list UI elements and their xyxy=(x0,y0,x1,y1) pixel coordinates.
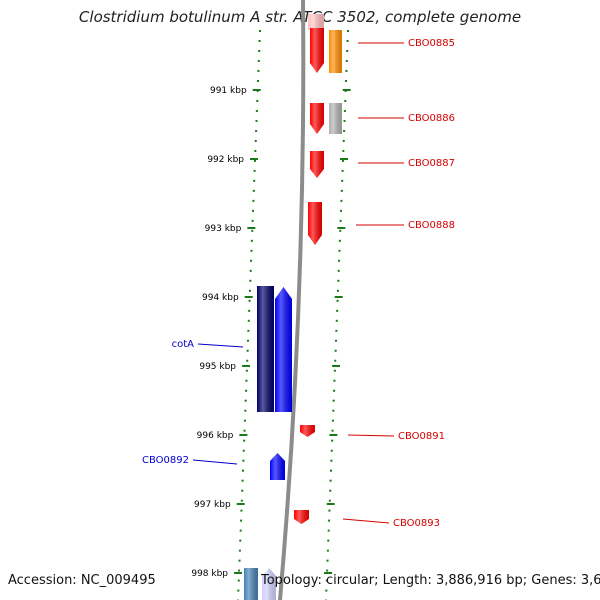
map-title: Clostridium botulinum A str. ATCC 3502, … xyxy=(78,8,522,26)
inner-ring-guide xyxy=(237,29,261,600)
gene-label-CBO0891: CBO0891 xyxy=(398,431,445,442)
ruler-ticks: 991 kbp 992 kbp 993 kbp 994 kbp 995 kbp 996 k… xyxy=(191,86,351,579)
ruler-tick-label: 993 kbp xyxy=(205,224,242,234)
ruler-tick-label: 992 kbp xyxy=(207,155,244,165)
ruler-tick-label: 994 kbp xyxy=(202,293,239,303)
ruler-tick-label: 991 kbp xyxy=(210,86,247,96)
gene-gray-block-shade xyxy=(329,103,342,134)
gene-label-cotA: cotA xyxy=(172,339,195,350)
gene-label-CBO0893: CBO0893 xyxy=(393,518,440,529)
gene-label-CBO0892: CBO0892 xyxy=(142,455,189,466)
gene-CBO0892-shade xyxy=(270,453,285,480)
gene-CBO0887-shade xyxy=(310,151,324,178)
gene-steel-block-shade xyxy=(244,568,258,600)
label-leader-CBO0892 xyxy=(192,459,238,465)
genome-backbone xyxy=(278,0,306,600)
gene-cotA-block-shade xyxy=(257,286,274,412)
ruler-tick-label: 995 kbp xyxy=(199,362,236,372)
gene-CBO0886-shade xyxy=(310,103,324,134)
gene-features xyxy=(244,14,342,600)
accession-label: Accession: NC_009495 xyxy=(8,573,156,588)
gene-labels: CBO0885 CBO0886 CBO0887 CBO0888 cotA CBO0891 C… xyxy=(142,38,455,529)
label-leader-cotA xyxy=(197,343,244,348)
ruler-tick-label: 998 kbp xyxy=(191,569,228,579)
gene-CBO0888-shade xyxy=(308,202,322,245)
label-leader-CBO0891 xyxy=(347,434,395,437)
gene-CBO0893-shade xyxy=(294,510,309,524)
gene-label-CBO0887: CBO0887 xyxy=(408,158,455,169)
gene-partial-top-shade xyxy=(308,14,324,30)
gene-cotA-shade xyxy=(275,287,292,412)
ruler-tick-label: 996 kbp xyxy=(197,431,234,441)
gene-lavender-bottom-shade xyxy=(262,568,276,600)
gene-CBO0885-shade xyxy=(310,28,324,73)
label-leader-CBO0893 xyxy=(342,518,390,524)
gene-label-CBO0885: CBO0885 xyxy=(408,38,455,49)
ruler-tick-label: 997 kbp xyxy=(194,500,231,510)
gene-label-CBO0888: CBO0888 xyxy=(408,220,455,231)
gene-orange-block-shade xyxy=(329,30,342,73)
genome-summary: Topology: circular; Length: 3,886,916 bp… xyxy=(261,573,600,588)
gene-label-CBO0886: CBO0886 xyxy=(408,113,455,124)
gene-CBO0891-shade xyxy=(300,425,315,437)
